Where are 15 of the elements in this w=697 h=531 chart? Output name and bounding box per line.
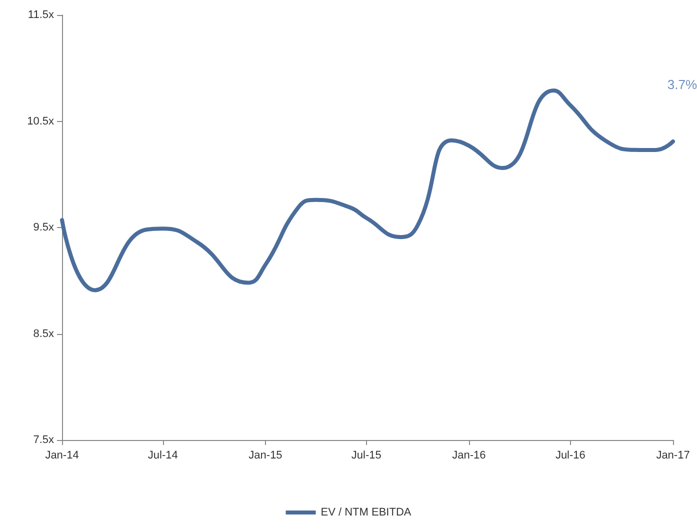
y-tick-label: 10.5x: [27, 115, 54, 128]
line-series: [60, 88, 675, 292]
x-tick-label: Jul-14: [148, 450, 178, 462]
legend-label: EV / NTM EBITDA: [320, 506, 412, 518]
y-tick-label: 11.5x: [28, 9, 54, 21]
x-tick-label: Jan-14: [45, 450, 79, 462]
x-tick-label: Jan-17: [656, 450, 690, 462]
y-tick-label: 7.5x: [33, 434, 54, 446]
x-tick-label: Jul-16: [555, 450, 586, 462]
x-tick-label: Jan-16: [452, 450, 486, 462]
x-tick-label: Jul-15: [351, 450, 382, 462]
x-tick-label: Jan-15: [248, 450, 282, 462]
y-tick-label: 9.5x: [33, 222, 54, 234]
annotation: 3.7%: [667, 77, 697, 92]
y-tick-label: 8.5x: [33, 328, 54, 340]
